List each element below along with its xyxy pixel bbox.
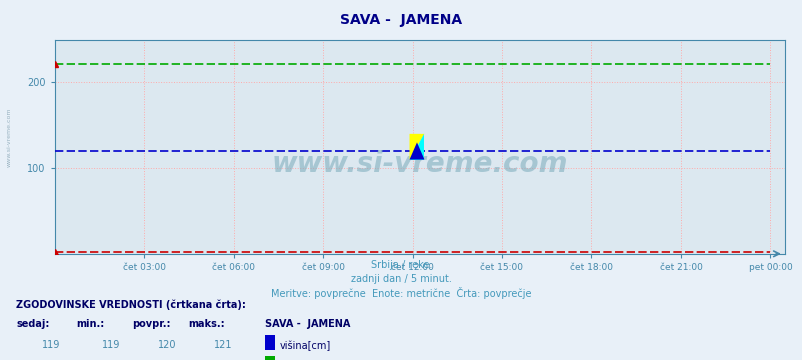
- Text: www.si-vreme.com: www.si-vreme.com: [271, 150, 568, 178]
- Text: SAVA -  JAMENA: SAVA - JAMENA: [340, 13, 462, 27]
- Text: Srbija / reke.: Srbija / reke.: [371, 260, 431, 270]
- Text: Meritve: povprečne  Enote: metrične  Črta: povprečje: Meritve: povprečne Enote: metrične Črta:…: [271, 287, 531, 299]
- Text: višina[cm]: višina[cm]: [279, 340, 330, 351]
- Text: maks.:: maks.:: [188, 319, 225, 329]
- Text: sedaj:: sedaj:: [16, 319, 50, 329]
- Text: ZGODOVINSKE VREDNOSTI (črtkana črta):: ZGODOVINSKE VREDNOSTI (črtkana črta):: [16, 300, 245, 310]
- Polygon shape: [409, 134, 424, 159]
- Text: povpr.:: povpr.:: [132, 319, 171, 329]
- Text: www.si-vreme.com: www.si-vreme.com: [7, 107, 12, 167]
- Text: min.:: min.:: [76, 319, 104, 329]
- Text: 120: 120: [158, 340, 176, 350]
- Text: zadnji dan / 5 minut.: zadnji dan / 5 minut.: [350, 274, 452, 284]
- Text: 119: 119: [102, 340, 120, 350]
- Polygon shape: [409, 134, 424, 159]
- Text: SAVA -  JAMENA: SAVA - JAMENA: [265, 319, 350, 329]
- Text: 119: 119: [42, 340, 60, 350]
- Polygon shape: [409, 143, 424, 159]
- Text: 121: 121: [214, 340, 233, 350]
